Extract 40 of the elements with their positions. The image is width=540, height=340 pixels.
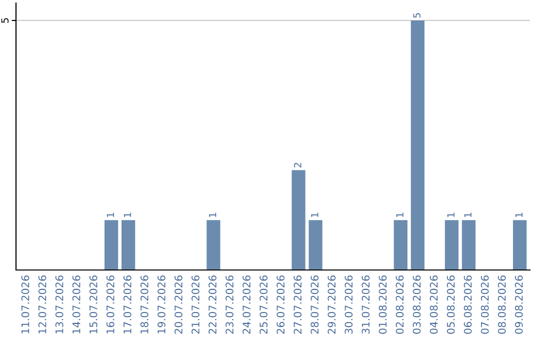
x-tick-label: 28.07.2026 (310, 276, 319, 334)
x-tick-label: 13.07.2026 (55, 276, 64, 334)
x-tick-label: 22.07.2026 (208, 276, 216, 334)
x-tick-label: 09.08.2026 (514, 276, 523, 334)
x-tick-label: 26.07.2026 (276, 276, 285, 334)
x-tick-label: 19.07.2026 (158, 276, 166, 334)
x-tick-label: 29.07.2026 (328, 276, 336, 334)
x-tick-label: 21.07.2026 (192, 276, 200, 334)
x-tick-label: 20.07.2026 (174, 276, 182, 334)
data-label: 1 (464, 212, 472, 218)
x-tick-label: 14.07.2026 (72, 276, 80, 334)
data-label: 1 (447, 212, 454, 218)
x-tick-label: 08.08.2026 (498, 276, 506, 334)
x-tick-label: 03.08.2026 (412, 276, 421, 334)
x-tick-label: 30.07.2026 (344, 276, 353, 334)
x-tick-label: 27.07.2026 (294, 276, 302, 334)
x-tick-label: 24.07.2026 (242, 276, 250, 334)
data-label: 1 (124, 212, 132, 218)
data-label: 1 (311, 212, 318, 218)
x-tick-label: 23.07.2026 (226, 276, 234, 334)
data-label: 5 (413, 13, 420, 18)
x-tick-label: 17.07.2026 (123, 276, 132, 334)
x-tick-label: 11.07.2026 (21, 276, 30, 334)
x-tick-label: 01.08.2026 (378, 276, 387, 334)
x-tick-label: 25.07.2026 (260, 276, 268, 334)
x-tick-label: 16.07.2026 (106, 276, 114, 334)
x-tick-label: 12.07.2026 (38, 276, 46, 334)
x-tick-label: 04.08.2026 (430, 276, 438, 334)
x-tick-label: 07.08.2026 (480, 276, 489, 334)
data-label: 2 (294, 162, 302, 168)
data-label: 1 (515, 212, 522, 218)
x-tick-label: 05.08.2026 (446, 276, 455, 334)
x-tick-label: 02.08.2026 (396, 276, 404, 334)
data-label: 1 (396, 212, 404, 218)
x-tick-label: 18.07.2026 (140, 276, 148, 334)
data-label: 1 (106, 212, 114, 218)
data-label: 1 (209, 212, 216, 218)
x-tick-label: 31.07.2026 (362, 276, 370, 334)
x-tick-label: 15.07.2026 (89, 276, 98, 334)
x-tick-label: 06.08.2026 (464, 276, 472, 334)
